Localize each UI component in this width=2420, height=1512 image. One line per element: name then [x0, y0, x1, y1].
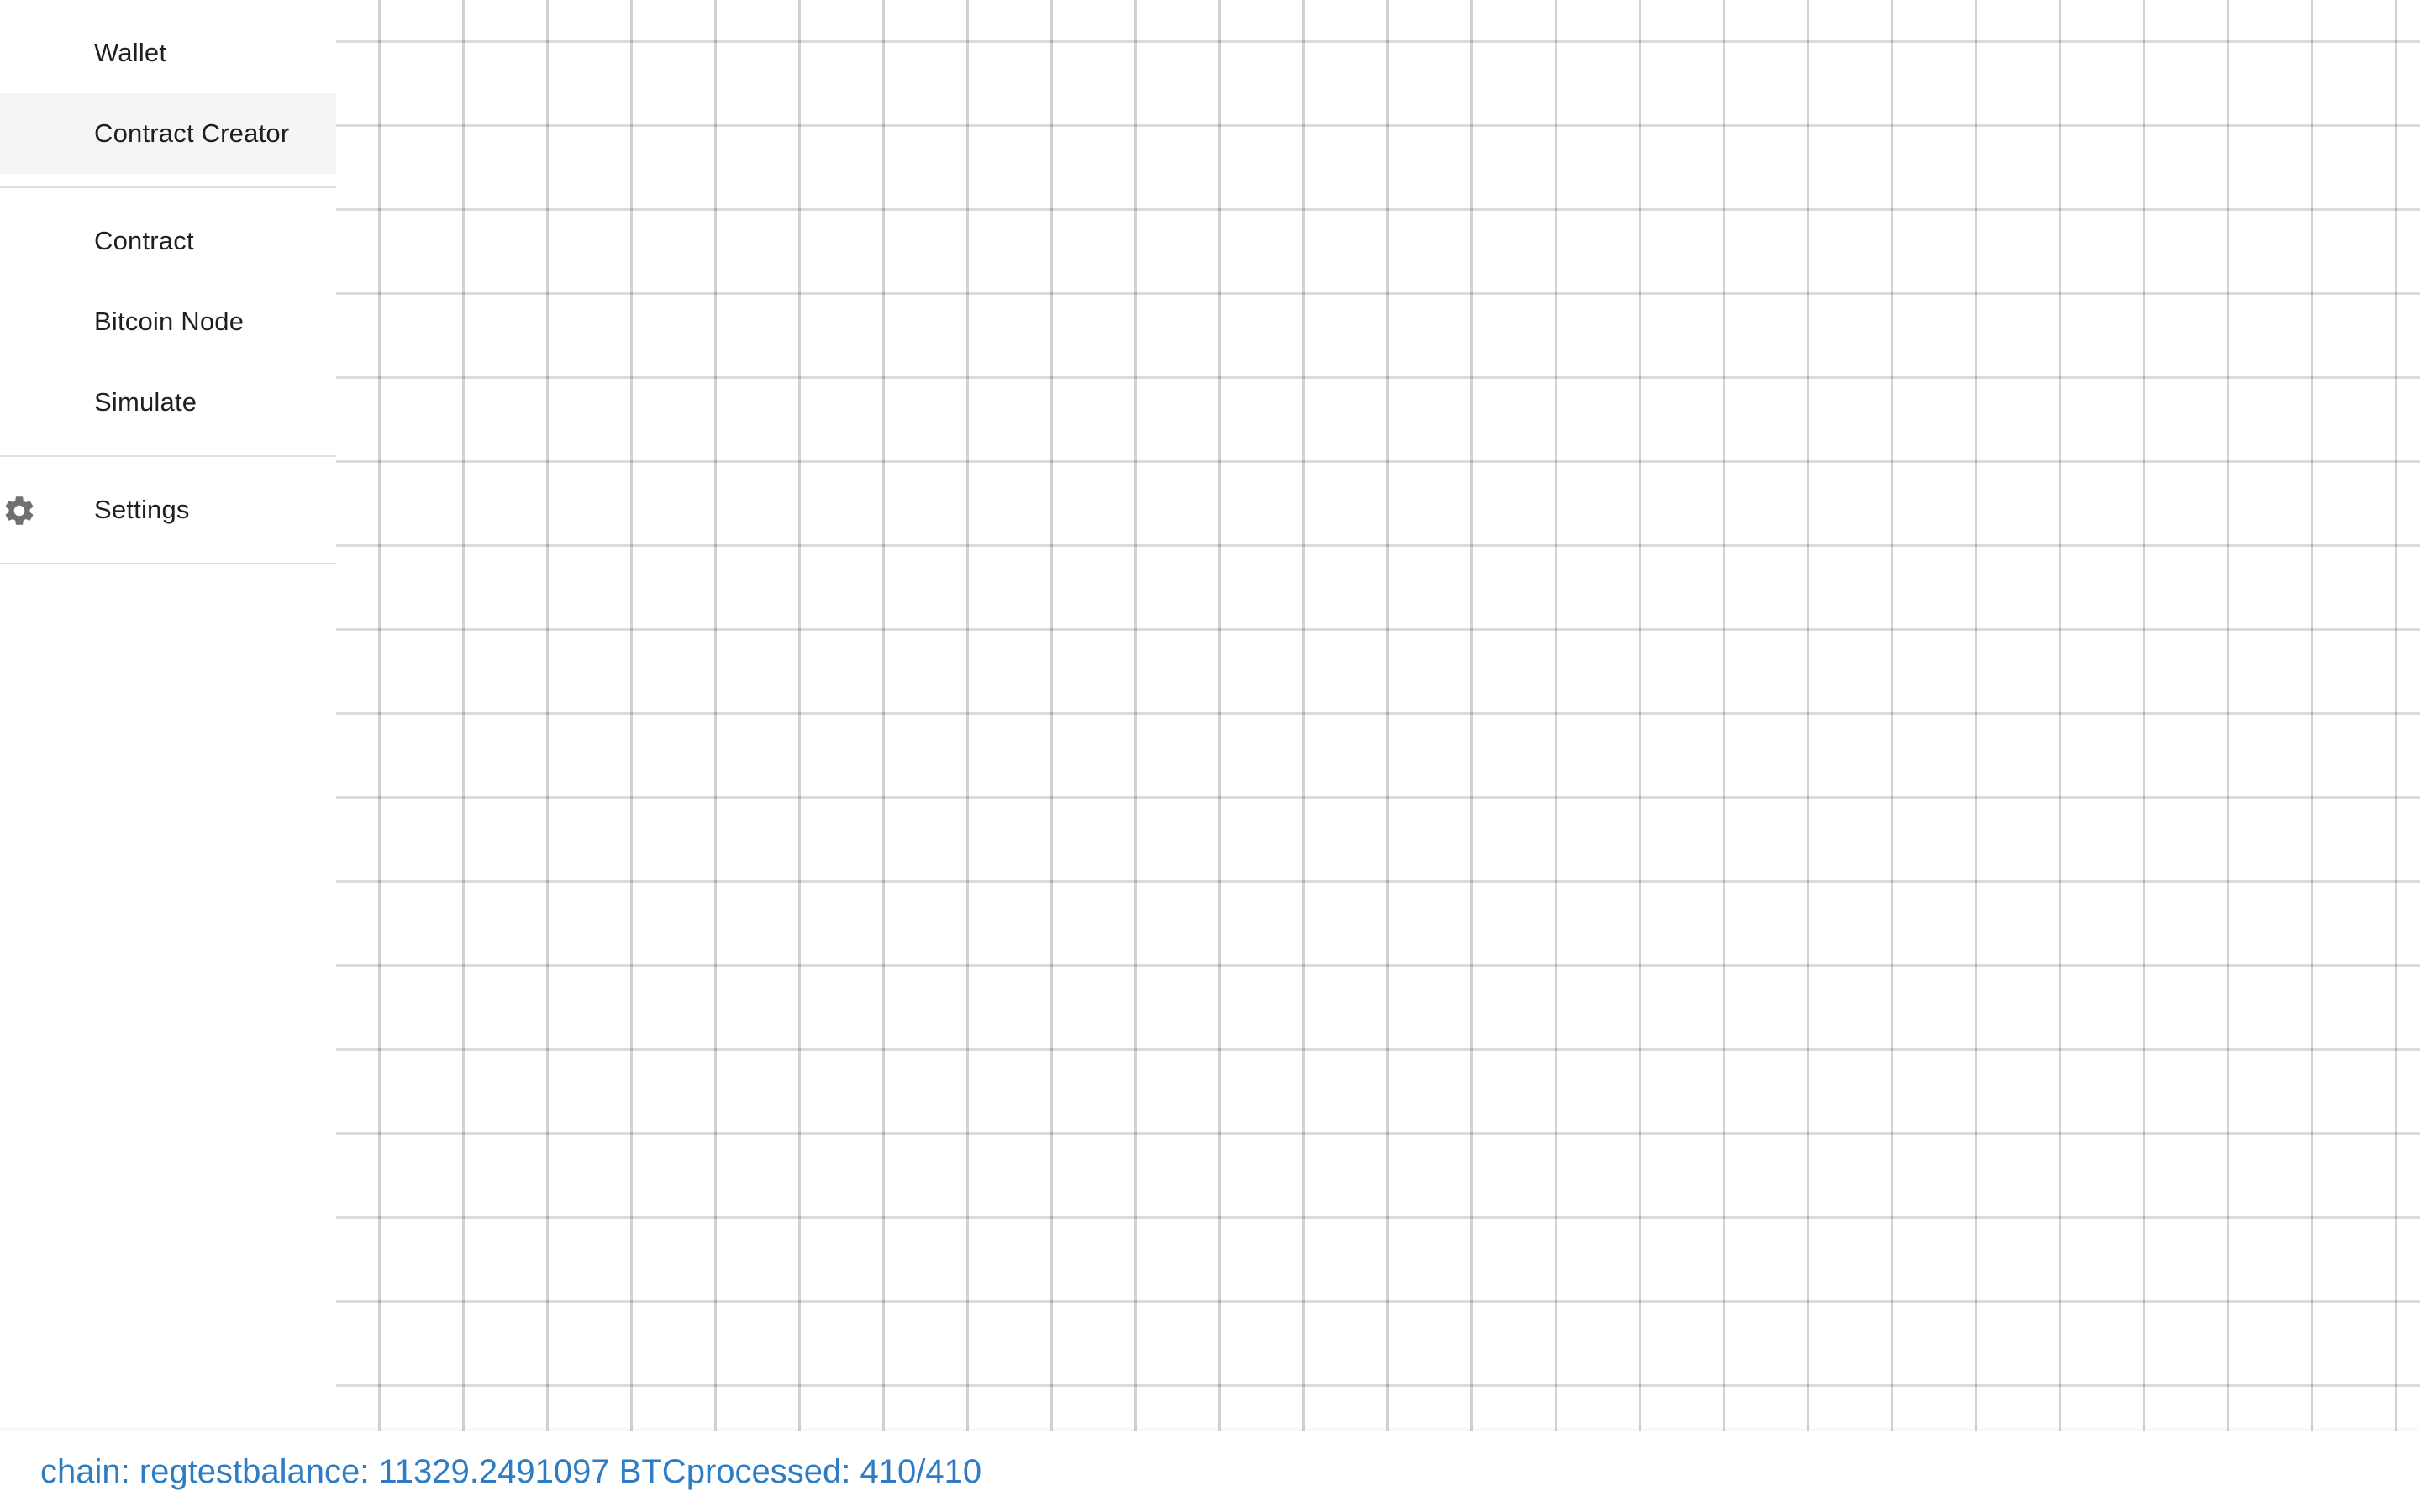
- contract-creator-canvas[interactable]: [336, 0, 2420, 1431]
- sidebar-item-label: Settings: [94, 495, 190, 524]
- sidebar-item-wallet[interactable]: Wallet: [0, 13, 336, 93]
- sidebar-item-settings[interactable]: Settings: [0, 470, 336, 550]
- sidebar-item-label: Contract: [94, 226, 194, 255]
- sidebar-item-bitcoin-node[interactable]: Bitcoin Node: [0, 281, 336, 362]
- nav-group-settings: Settings: [0, 457, 336, 564]
- sidebar-item-contract-creator[interactable]: Contract Creator: [0, 93, 336, 174]
- sidebar-item-simulate[interactable]: Simulate: [0, 362, 336, 443]
- gear-icon: [2, 493, 37, 528]
- status-bar: chain: regtest balance: 11329.2491097 BTC…: [0, 1431, 2420, 1512]
- processed-status: processed: 410/410: [686, 1452, 982, 1490]
- sidebar-item-contract[interactable]: Contract: [0, 201, 336, 281]
- sidebar-item-label: Simulate: [94, 387, 197, 417]
- chain-status: chain: regtest: [40, 1452, 243, 1490]
- sidebar: Wallet Contract Creator Contract Bitcoin…: [0, 0, 336, 1431]
- nav-group-main: Wallet Contract Creator: [0, 0, 336, 188]
- balance-status: balance: 11329.2491097 BTC: [242, 1452, 687, 1490]
- sidebar-item-label: Contract Creator: [94, 118, 290, 148]
- sidebar-item-label: Bitcoin Node: [94, 307, 245, 336]
- sidebar-item-label: Wallet: [94, 38, 167, 67]
- nav-group-tools: Contract Bitcoin Node Simulate: [0, 188, 336, 457]
